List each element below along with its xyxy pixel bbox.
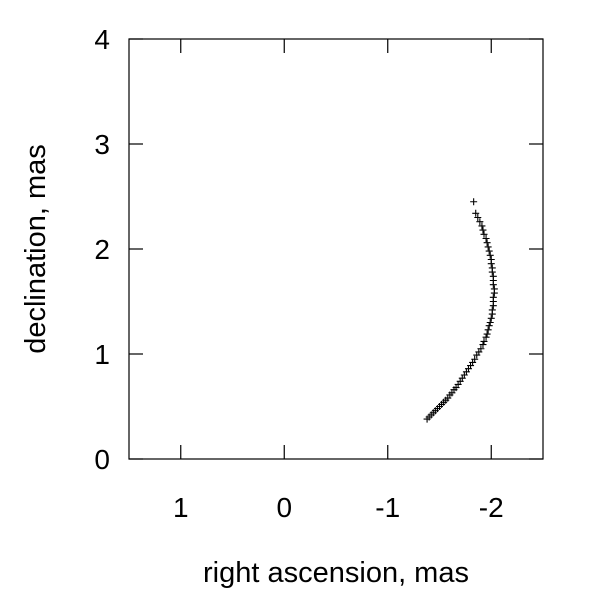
data-points bbox=[423, 198, 498, 423]
data-point bbox=[489, 293, 497, 301]
data-point bbox=[479, 226, 487, 234]
data-point bbox=[474, 214, 482, 221]
data-point bbox=[471, 355, 479, 363]
data-point bbox=[483, 239, 491, 247]
data-point bbox=[489, 272, 497, 280]
data-point bbox=[488, 264, 496, 272]
data-point bbox=[486, 319, 494, 326]
data-point bbox=[484, 326, 492, 334]
y-axis-ticks: 0 1 2 3 4 bbox=[94, 24, 543, 475]
y-tick-label: 2 bbox=[94, 234, 110, 265]
data-point bbox=[483, 330, 491, 338]
data-point bbox=[482, 235, 490, 242]
data-point bbox=[478, 222, 486, 230]
data-point bbox=[486, 251, 494, 259]
data-point bbox=[479, 341, 487, 349]
x-axis-ticks: 1 0 -1 -2 bbox=[173, 39, 504, 523]
data-point bbox=[487, 314, 495, 322]
data-point bbox=[490, 285, 498, 293]
data-point bbox=[476, 218, 484, 226]
x-tick-label: -1 bbox=[375, 492, 400, 523]
y-tick-label: 0 bbox=[94, 444, 110, 475]
data-point bbox=[480, 230, 488, 238]
data-point bbox=[485, 322, 493, 330]
data-point bbox=[488, 306, 496, 314]
x-tick-label: 0 bbox=[276, 492, 292, 523]
data-point bbox=[472, 209, 480, 217]
y-tick-label: 1 bbox=[94, 339, 110, 370]
data-point bbox=[470, 198, 478, 206]
x-axis-title: right ascension, mas bbox=[203, 557, 469, 589]
y-axis-title: declination, mas bbox=[20, 144, 52, 354]
data-point bbox=[485, 247, 493, 255]
data-point bbox=[484, 243, 492, 251]
data-point bbox=[477, 345, 485, 353]
x-tick-label: -2 bbox=[479, 492, 504, 523]
y-tick-label: 4 bbox=[94, 24, 110, 55]
y-tick-label: 3 bbox=[94, 129, 110, 160]
x-tick-label: 1 bbox=[173, 492, 189, 523]
plot-frame bbox=[128, 38, 544, 460]
data-point bbox=[482, 333, 490, 341]
data-point bbox=[487, 256, 495, 263]
data-point bbox=[480, 337, 488, 345]
